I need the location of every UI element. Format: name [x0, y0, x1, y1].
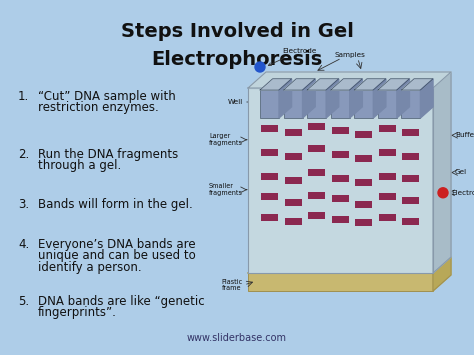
FancyBboxPatch shape: [308, 169, 325, 176]
Text: 1.: 1.: [18, 90, 29, 103]
FancyBboxPatch shape: [260, 90, 279, 118]
Polygon shape: [397, 79, 410, 118]
FancyBboxPatch shape: [248, 273, 433, 291]
Text: Smaller
fragments: Smaller fragments: [209, 183, 243, 196]
Text: 4.: 4.: [18, 238, 29, 251]
FancyBboxPatch shape: [356, 131, 372, 137]
FancyBboxPatch shape: [354, 90, 374, 118]
FancyBboxPatch shape: [332, 195, 349, 202]
Polygon shape: [354, 79, 386, 90]
Text: restriction enzymes.: restriction enzymes.: [38, 102, 159, 114]
FancyBboxPatch shape: [284, 199, 301, 206]
Polygon shape: [248, 72, 451, 88]
Text: Buffer: Buffer: [455, 132, 474, 138]
FancyBboxPatch shape: [308, 212, 325, 219]
FancyBboxPatch shape: [356, 154, 372, 162]
FancyBboxPatch shape: [331, 90, 350, 118]
FancyBboxPatch shape: [378, 90, 397, 118]
FancyBboxPatch shape: [261, 149, 278, 156]
FancyBboxPatch shape: [401, 90, 420, 118]
Polygon shape: [433, 257, 451, 291]
FancyBboxPatch shape: [248, 88, 433, 273]
Text: Electrode: Electrode: [268, 48, 316, 66]
Polygon shape: [248, 257, 451, 273]
Text: 2.: 2.: [18, 148, 29, 161]
FancyBboxPatch shape: [261, 214, 278, 221]
Text: through a gel.: through a gel.: [38, 159, 121, 173]
FancyBboxPatch shape: [402, 129, 419, 136]
Polygon shape: [279, 79, 292, 118]
Polygon shape: [260, 79, 292, 90]
FancyBboxPatch shape: [308, 192, 325, 198]
FancyBboxPatch shape: [308, 123, 325, 130]
FancyBboxPatch shape: [379, 214, 396, 221]
Text: Electrode: Electrode: [451, 190, 474, 196]
FancyBboxPatch shape: [284, 153, 301, 160]
Text: Run the DNA fragments: Run the DNA fragments: [38, 148, 178, 161]
FancyBboxPatch shape: [308, 145, 325, 152]
FancyBboxPatch shape: [261, 125, 278, 132]
Text: Everyone’s DNA bands are: Everyone’s DNA bands are: [38, 238, 196, 251]
Text: unique and can be used to: unique and can be used to: [38, 250, 196, 262]
FancyBboxPatch shape: [402, 153, 419, 160]
Text: Plastic
frame: Plastic frame: [222, 279, 243, 291]
FancyBboxPatch shape: [332, 151, 349, 158]
FancyBboxPatch shape: [307, 90, 326, 118]
Text: identify a person.: identify a person.: [38, 261, 142, 274]
FancyBboxPatch shape: [284, 177, 301, 184]
Polygon shape: [401, 79, 433, 90]
FancyBboxPatch shape: [261, 173, 278, 180]
Circle shape: [255, 62, 265, 72]
FancyBboxPatch shape: [261, 193, 278, 201]
FancyBboxPatch shape: [379, 125, 396, 132]
FancyBboxPatch shape: [402, 197, 419, 204]
Text: Well: Well: [228, 99, 243, 105]
Polygon shape: [302, 79, 315, 118]
Text: DNA bands are like “genetic: DNA bands are like “genetic: [38, 295, 205, 308]
FancyBboxPatch shape: [356, 201, 372, 208]
FancyBboxPatch shape: [332, 175, 349, 182]
Polygon shape: [331, 79, 362, 90]
Text: fingerprints”.: fingerprints”.: [38, 306, 117, 320]
FancyBboxPatch shape: [356, 179, 372, 186]
FancyBboxPatch shape: [379, 149, 396, 156]
Polygon shape: [378, 79, 410, 90]
Text: Bands will form in the gel.: Bands will form in the gel.: [38, 198, 193, 211]
FancyBboxPatch shape: [402, 175, 419, 182]
FancyBboxPatch shape: [379, 193, 396, 201]
FancyBboxPatch shape: [284, 129, 301, 136]
Circle shape: [438, 188, 448, 198]
Text: Electrophoresis: Electrophoresis: [151, 50, 323, 69]
FancyBboxPatch shape: [332, 215, 349, 223]
Polygon shape: [374, 79, 386, 118]
Polygon shape: [350, 79, 362, 118]
Text: 3.: 3.: [18, 198, 29, 211]
FancyBboxPatch shape: [283, 90, 302, 118]
FancyBboxPatch shape: [356, 219, 372, 226]
FancyBboxPatch shape: [379, 173, 396, 180]
Text: 5.: 5.: [18, 295, 29, 308]
Polygon shape: [433, 72, 451, 273]
Text: www.sliderbase.com: www.sliderbase.com: [187, 333, 287, 343]
FancyBboxPatch shape: [332, 127, 349, 134]
FancyBboxPatch shape: [284, 218, 301, 224]
Text: Gel: Gel: [455, 169, 467, 175]
Text: Steps Involved in Gel: Steps Involved in Gel: [120, 22, 354, 41]
Polygon shape: [326, 79, 339, 118]
Text: Samples: Samples: [334, 52, 365, 58]
Polygon shape: [283, 79, 315, 90]
Polygon shape: [307, 79, 339, 90]
Polygon shape: [420, 79, 433, 118]
Text: “Cut” DNA sample with: “Cut” DNA sample with: [38, 90, 176, 103]
FancyBboxPatch shape: [402, 218, 419, 224]
Text: Larger
fragments: Larger fragments: [209, 133, 243, 146]
